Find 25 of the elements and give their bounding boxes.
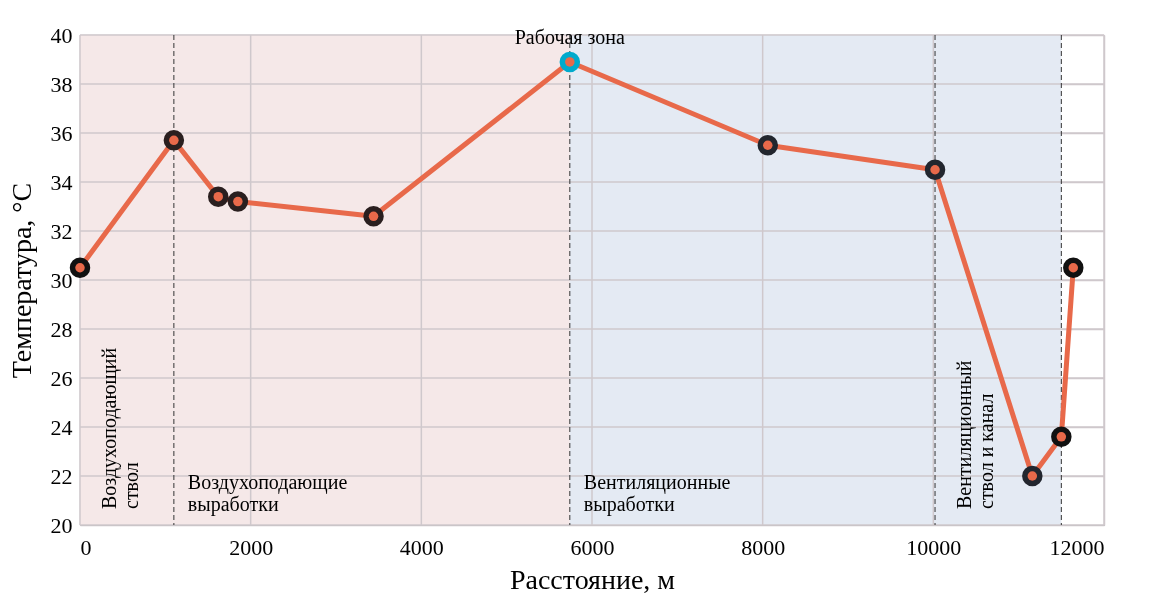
x-axis-title: Расстояние, м (509, 563, 676, 595)
x-tick-label: 12000 (1049, 534, 1105, 560)
y-tick-label: 34 (50, 169, 73, 195)
y-tick-label: 30 (50, 267, 73, 293)
y-axis-title: Температура, °C (5, 182, 37, 379)
band-label: Воздухоподающие выработки (187, 471, 348, 516)
x-tick-label: 8000 (741, 534, 786, 560)
y-tick-label: 26 (50, 365, 73, 391)
y-tick-label: 28 (50, 316, 73, 342)
y-tick-label: 40 (50, 22, 73, 48)
x-tick-label: 4000 (399, 534, 444, 560)
band-label: Воздухоподающий ствол (98, 347, 142, 509)
y-tick-label: 22 (50, 463, 73, 489)
band-label: Вентиляционные выработки (583, 471, 731, 516)
x-tick-label: 2000 (229, 534, 274, 560)
y-tick-label: 32 (50, 218, 73, 244)
x-tick-label: 10000 (906, 534, 962, 560)
y-tick-label: 36 (50, 120, 73, 146)
band-label: Вентиляционный ствол и канал (953, 360, 998, 509)
x-tick-label: 6000 (570, 534, 615, 560)
x-tick-label: 0 (80, 534, 92, 560)
annotation: Рабочая зона (514, 25, 626, 48)
y-tick-label: 24 (50, 414, 73, 440)
y-tick-label: 20 (50, 512, 73, 538)
y-tick-label: 38 (50, 71, 73, 97)
